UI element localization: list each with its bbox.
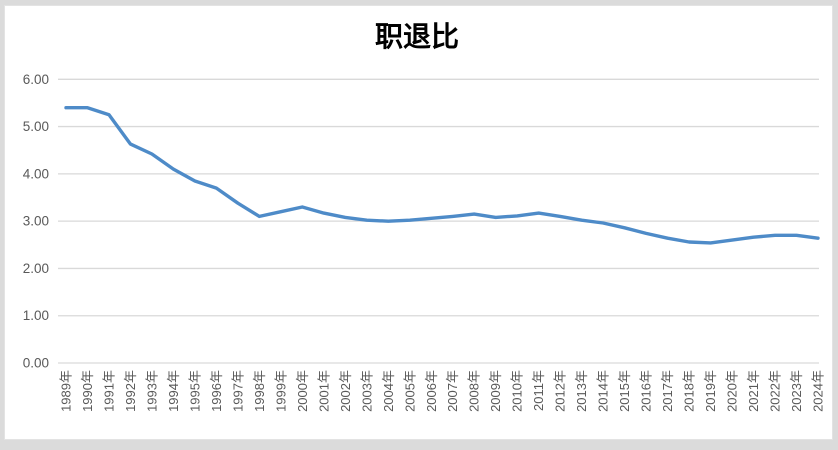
y-axis-tick-label: 5.00 <box>23 119 49 134</box>
x-axis-tick-label: 2013年 <box>574 370 589 412</box>
y-axis-tick-label: 4.00 <box>23 166 49 181</box>
x-axis-tick-label: 1997年 <box>230 370 245 412</box>
x-axis-tick-label: 2004年 <box>381 370 396 412</box>
chart-title: 职退比 <box>375 20 459 53</box>
x-axis-tick-label: 2015年 <box>617 370 632 412</box>
x-axis-tick-label: 2018年 <box>682 370 697 412</box>
x-axis-tick-label: 2017年 <box>660 370 675 412</box>
x-axis-tick-label: 1994年 <box>166 370 181 412</box>
x-axis-tick-label: 2003年 <box>359 370 374 412</box>
x-axis-tick-label: 2010年 <box>510 370 525 412</box>
x-axis-tick-label: 2006年 <box>424 370 439 412</box>
x-axis-tick-label: 2012年 <box>553 370 568 412</box>
chart-canvas: 职退比 0.00 1.00 2.00 3.00 4.00 5.00 6.00 1989年 19… <box>4 5 833 440</box>
x-axis-tick-label: 1999年 <box>273 370 288 412</box>
x-axis-tick-label: 1993年 <box>144 370 159 412</box>
x-axis-tick-label: 2001年 <box>316 370 331 412</box>
x-axis-tick-label: 2022年 <box>768 370 783 412</box>
x-axis-tick-labels: 1989年 1990年 1991年 1992年 1993年 1994年 1995年 1996年… <box>59 370 826 412</box>
x-axis-tick-label: 1991年 <box>101 370 116 412</box>
x-axis-tick-label: 2005年 <box>402 370 417 412</box>
x-axis-tick-label: 2009年 <box>488 370 503 412</box>
x-axis-tick-label: 2016年 <box>639 370 654 412</box>
x-axis-tick-label: 2019年 <box>703 370 718 412</box>
y-axis-tick-labels: 0.00 1.00 2.00 3.00 4.00 5.00 6.00 <box>23 72 49 371</box>
y-axis-tick-label: 2.00 <box>23 261 49 276</box>
x-axis-tick-label: 2023年 <box>789 370 804 412</box>
x-axis-tick-label: 2024年 <box>811 370 826 412</box>
x-axis-tick-label: 1995年 <box>187 370 202 412</box>
y-axis-tick-label: 6.00 <box>23 72 49 87</box>
x-axis-tick-label: 2011年 <box>531 370 546 411</box>
y-axis-tick-label: 1.00 <box>23 308 49 323</box>
gridlines-group <box>58 78 819 364</box>
x-axis-tick-label: 2020年 <box>725 370 740 412</box>
x-axis-tick-label: 2000年 <box>295 370 310 412</box>
x-axis-tick-label: 2021年 <box>746 370 761 412</box>
line-chart: 职退比 0.001.002.003.004.005.006.00 1989年 19… <box>23 20 826 412</box>
data-series-group <box>64 105 820 245</box>
y-axis-tick-label: 3.00 <box>23 214 49 229</box>
x-axis-tick-label: 1992年 <box>123 370 138 412</box>
x-axis-tick-label: 2007年 <box>445 370 460 412</box>
x-axis-tick-label: 1990年 <box>80 370 95 412</box>
x-axis-tick-label: 2008年 <box>467 370 482 412</box>
x-axis-tick-label: 2002年 <box>338 370 353 412</box>
series-line <box>64 105 820 245</box>
x-axis-tick-label: 1989年 <box>59 370 74 412</box>
x-axis-tick-label: 1998年 <box>252 370 267 412</box>
x-axis-tick-label: 2014年 <box>596 370 611 412</box>
y-axis-tick-label: 0.00 <box>23 356 49 371</box>
x-axis-tick-label: 1996年 <box>209 370 224 412</box>
